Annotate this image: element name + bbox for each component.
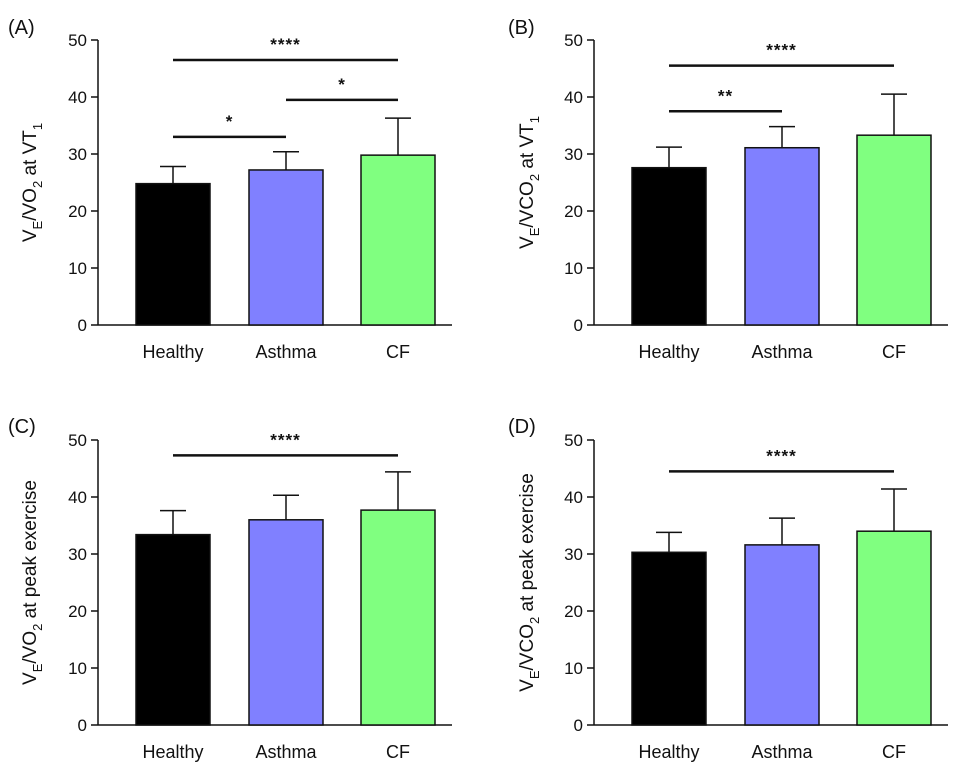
significance-label: * — [338, 75, 346, 94]
y-axis-label-part: /VCO — [517, 624, 538, 670]
y-tick-label: 40 — [564, 88, 583, 107]
category-label: Asthma — [751, 342, 813, 362]
y-tick-label: 0 — [574, 316, 583, 335]
y-tick-label: 10 — [564, 659, 583, 678]
panel-label: (D) — [508, 416, 536, 438]
y-tick-label: 50 — [68, 431, 87, 450]
category-label: CF — [882, 742, 906, 762]
bar-cf — [856, 530, 932, 726]
chart-panel-4: (D) 0 10 20 30 40 50 VE/VCO2 at peak exercise He… — [508, 416, 948, 762]
panel-label: (B) — [508, 17, 535, 39]
y-tick-label: 10 — [68, 659, 87, 678]
y-tick-label: 20 — [564, 602, 583, 621]
significance-label: * — [226, 112, 234, 131]
significance-label: **** — [766, 446, 796, 465]
category-label: Healthy — [638, 742, 699, 762]
y-axis-label: VE/VCO2 at VT1 — [517, 116, 542, 249]
bar-healthy — [631, 166, 707, 326]
y-axis-label-part: 1 — [527, 116, 542, 123]
bar-cf — [360, 154, 436, 326]
y-axis-label-part: at peak exercise — [20, 480, 41, 624]
significance-label: **** — [270, 35, 300, 54]
y-tick-label: 0 — [78, 316, 87, 335]
y-axis-label-part: E — [527, 227, 542, 236]
y-axis-label-part: V — [20, 672, 41, 685]
y-tick-label: 40 — [68, 488, 87, 507]
category-label: CF — [386, 342, 410, 362]
y-axis-label-part: at VT — [517, 123, 538, 174]
y-tick-label: 50 — [68, 31, 87, 50]
y-axis-label: VE/VO2 at VT1 — [20, 123, 45, 242]
y-axis-label-part: /VO — [20, 188, 41, 221]
y-tick-label: 10 — [68, 259, 87, 278]
y-axis-label: VE/VCO2 at peak exercise — [517, 473, 542, 692]
panel-label: (A) — [8, 17, 35, 39]
y-axis-label: VE/VO2 at peak exercise — [20, 480, 45, 685]
y-axis-label-part: 1 — [30, 123, 45, 130]
chart-panel-1: (A) 0 10 20 30 40 50 VE/VO2 at VT1 Healthy Asthma… — [8, 17, 452, 362]
significance-label: ** — [718, 86, 733, 105]
y-tick-label: 20 — [68, 602, 87, 621]
chart-panel-2: (B) 0 10 20 30 40 50 VE/VCO2 at VT1 Healthy Asthm… — [508, 17, 948, 362]
y-axis-label-part: at peak exercise — [517, 473, 538, 617]
y-axis-label-part: 2 — [30, 624, 45, 631]
y-tick-label: 20 — [564, 202, 583, 221]
y-axis-label-part: 2 — [527, 174, 542, 181]
y-axis-label-part: at VT — [20, 130, 41, 181]
category-label: CF — [882, 342, 906, 362]
category-label: Healthy — [142, 742, 203, 762]
y-axis-label-part: 2 — [527, 617, 542, 624]
y-tick-label: 0 — [78, 716, 87, 735]
bar-healthy — [135, 182, 211, 326]
y-axis-label-part: /VCO — [517, 181, 538, 227]
y-tick-label: 0 — [574, 716, 583, 735]
y-tick-label: 50 — [564, 31, 583, 50]
bar-asthma — [248, 519, 324, 726]
category-label: Healthy — [142, 342, 203, 362]
y-axis-label-part: V — [517, 236, 538, 249]
category-label: Asthma — [255, 742, 317, 762]
y-axis-label-part: 2 — [30, 181, 45, 188]
y-tick-label: 30 — [68, 545, 87, 564]
y-tick-label: 30 — [68, 145, 87, 164]
bar-asthma — [744, 544, 820, 726]
category-label: Asthma — [751, 742, 813, 762]
y-axis-label-part: /VO — [20, 631, 41, 664]
bar-cf — [360, 509, 436, 726]
bar-cf — [856, 134, 932, 326]
bar-healthy — [631, 551, 707, 726]
category-label: Asthma — [255, 342, 317, 362]
panel-label: (C) — [8, 416, 36, 438]
y-tick-label: 50 — [564, 431, 583, 450]
bar-healthy — [135, 533, 211, 726]
significance-label: **** — [766, 41, 796, 60]
category-label: Healthy — [638, 342, 699, 362]
y-tick-label: 10 — [564, 259, 583, 278]
chart-panel-3: (C) 0 10 20 30 40 50 VE/VO2 at peak exercise Hea… — [8, 416, 452, 762]
bar-asthma — [744, 146, 820, 326]
y-axis-label-part: V — [20, 229, 41, 242]
y-tick-label: 20 — [68, 202, 87, 221]
y-axis-label-part: E — [30, 663, 45, 672]
y-axis-label-part: E — [30, 220, 45, 229]
y-tick-label: 30 — [564, 145, 583, 164]
significance-label: **** — [270, 430, 300, 449]
y-axis-label-part: V — [517, 679, 538, 692]
y-tick-label: 30 — [564, 545, 583, 564]
y-tick-label: 40 — [564, 488, 583, 507]
bar-asthma — [248, 169, 324, 326]
y-axis-label-part: E — [527, 670, 542, 679]
y-tick-label: 40 — [68, 88, 87, 107]
category-label: CF — [386, 742, 410, 762]
